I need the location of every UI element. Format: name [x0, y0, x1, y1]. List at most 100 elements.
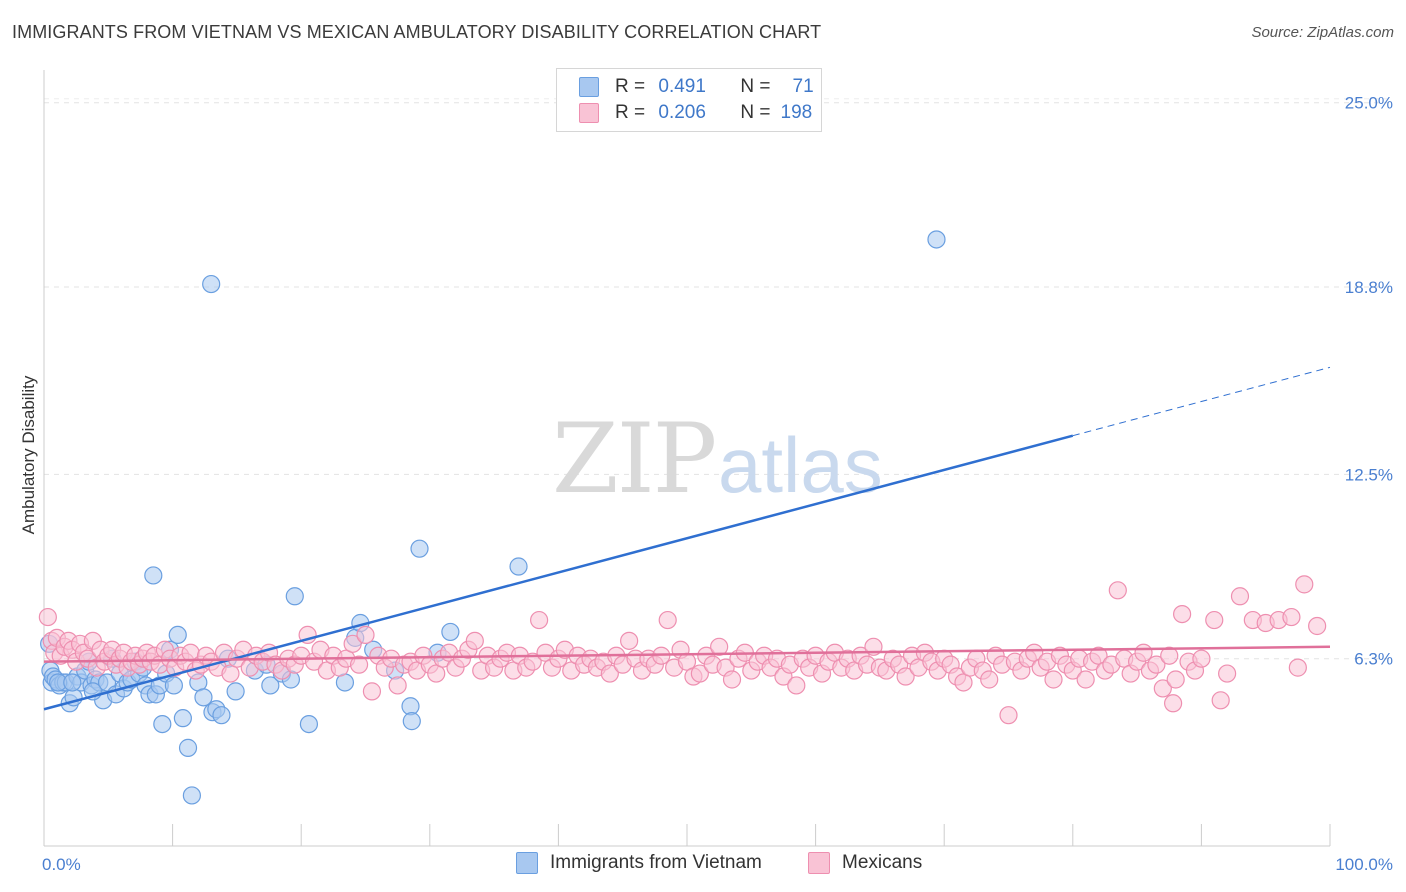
data-point — [362, 682, 382, 701]
y-axis-label: Ambulatory Disability — [19, 375, 38, 534]
data-point — [402, 712, 421, 731]
watermark-zip: ZIP — [552, 403, 715, 515]
legend-r-value: 0.491 — [658, 76, 706, 97]
legend-n-label: N = — [740, 76, 771, 97]
legend-n-label: N = — [740, 102, 771, 123]
bottom-legend-vietnam: Immigrants from Vietnam — [516, 852, 762, 874]
chart-title: IMMIGRANTS FROM VIETNAM VS MEXICAN AMBUL… — [12, 22, 822, 42]
data-point — [285, 587, 304, 606]
data-point — [388, 676, 407, 695]
bottom-legend-swatch-vietnam — [516, 852, 538, 874]
data-point — [509, 557, 528, 576]
bottom-legend-mexicans: Mexicans — [808, 852, 922, 874]
bottom-legend-label-mexicans: Mexicans — [842, 852, 923, 873]
data-point — [690, 664, 709, 683]
data-point — [1044, 670, 1063, 689]
data-point — [144, 566, 163, 585]
legend-swatch-mexicans — [579, 103, 599, 123]
data-point — [173, 709, 192, 728]
bottom-legend-swatch-mexicans — [808, 852, 830, 874]
legend-n-value: 71 — [792, 76, 814, 97]
chart-source: Source: ZipAtlas.com — [1251, 24, 1394, 41]
axes — [43, 70, 1331, 847]
data-point — [1108, 581, 1127, 600]
data-point — [1218, 664, 1237, 683]
data-point — [1153, 679, 1172, 698]
data-point — [1166, 670, 1185, 689]
data-point — [1288, 658, 1307, 677]
data-point — [523, 652, 542, 671]
data-point — [722, 670, 742, 689]
data-point — [787, 676, 806, 695]
data-point — [999, 706, 1018, 725]
data-point — [1230, 587, 1250, 606]
data-point — [600, 664, 619, 683]
legend: R = 0.491 N = 71 R = 0.206 N = 198 — [556, 68, 822, 132]
y-tick-label: 18.8% — [1345, 278, 1393, 297]
series-mexicans — [38, 575, 1327, 725]
legend-r-value: 0.206 — [658, 102, 706, 123]
grid-lines — [44, 98, 1393, 660]
data-point — [1205, 610, 1224, 630]
bottom-legend-label-vietnam: Immigrants from Vietnam — [550, 852, 762, 873]
legend-row-vietnam: R = 0.491 N = 71 — [579, 75, 814, 99]
data-point — [465, 631, 484, 650]
data-point — [1295, 575, 1314, 594]
legend-n-value: 198 — [780, 102, 813, 123]
data-point — [1147, 655, 1166, 674]
data-point — [1164, 694, 1183, 713]
data-point — [927, 230, 946, 249]
data-point — [980, 670, 999, 689]
y-tick-label: 6.3% — [1354, 650, 1393, 669]
legend-r-label: R = — [615, 76, 646, 97]
data-point — [153, 714, 172, 734]
data-point — [164, 676, 183, 695]
data-point — [896, 667, 915, 686]
data-point — [182, 786, 201, 805]
data-point — [356, 625, 375, 645]
y-tick-label: 12.5% — [1345, 465, 1393, 484]
data-point — [1173, 604, 1192, 624]
data-point — [658, 610, 677, 630]
trend-lines — [43, 366, 1331, 711]
data-point — [299, 714, 319, 734]
data-point — [226, 682, 245, 701]
trend-line — [43, 434, 1074, 711]
data-point — [168, 625, 187, 645]
data-point — [38, 607, 57, 627]
data-point — [202, 274, 221, 294]
y-tick-label: 25.0% — [1345, 94, 1393, 113]
data-point — [194, 688, 213, 707]
data-point — [63, 673, 82, 692]
data-point — [212, 706, 231, 725]
data-point — [343, 634, 362, 653]
y-tick-labels: 6.3% 12.5% 18.8% 25.0% — [1345, 94, 1393, 669]
watermark: ZIP atlas — [552, 403, 883, 515]
data-point — [1308, 616, 1327, 636]
data-point — [1192, 649, 1211, 668]
series-vietnam — [40, 230, 946, 805]
data-point — [178, 738, 198, 757]
data-point — [261, 676, 280, 695]
x-tick-min: 0.0% — [42, 855, 81, 874]
data-point — [1160, 646, 1179, 665]
legend-r-label: R = — [615, 102, 646, 123]
data-point — [620, 631, 639, 650]
trend-extension — [1072, 366, 1331, 437]
data-point — [1211, 691, 1230, 710]
data-point — [441, 622, 460, 642]
data-point — [1134, 643, 1153, 662]
legend-row-mexicans: R = 0.206 N = 198 — [579, 101, 812, 125]
data-point — [710, 637, 729, 656]
data-point — [530, 610, 549, 630]
trend-line — [43, 645, 1331, 663]
data-point — [410, 539, 429, 558]
data-point — [1076, 670, 1095, 689]
data-point — [1282, 607, 1301, 627]
watermark-atlas: atlas — [718, 421, 883, 509]
bottom-legend: Immigrants from Vietnam Mexicans — [0, 852, 1406, 878]
legend-swatch-vietnam — [579, 77, 599, 97]
x-tick-max: 100.0% — [1335, 855, 1393, 874]
data-point — [349, 655, 369, 674]
